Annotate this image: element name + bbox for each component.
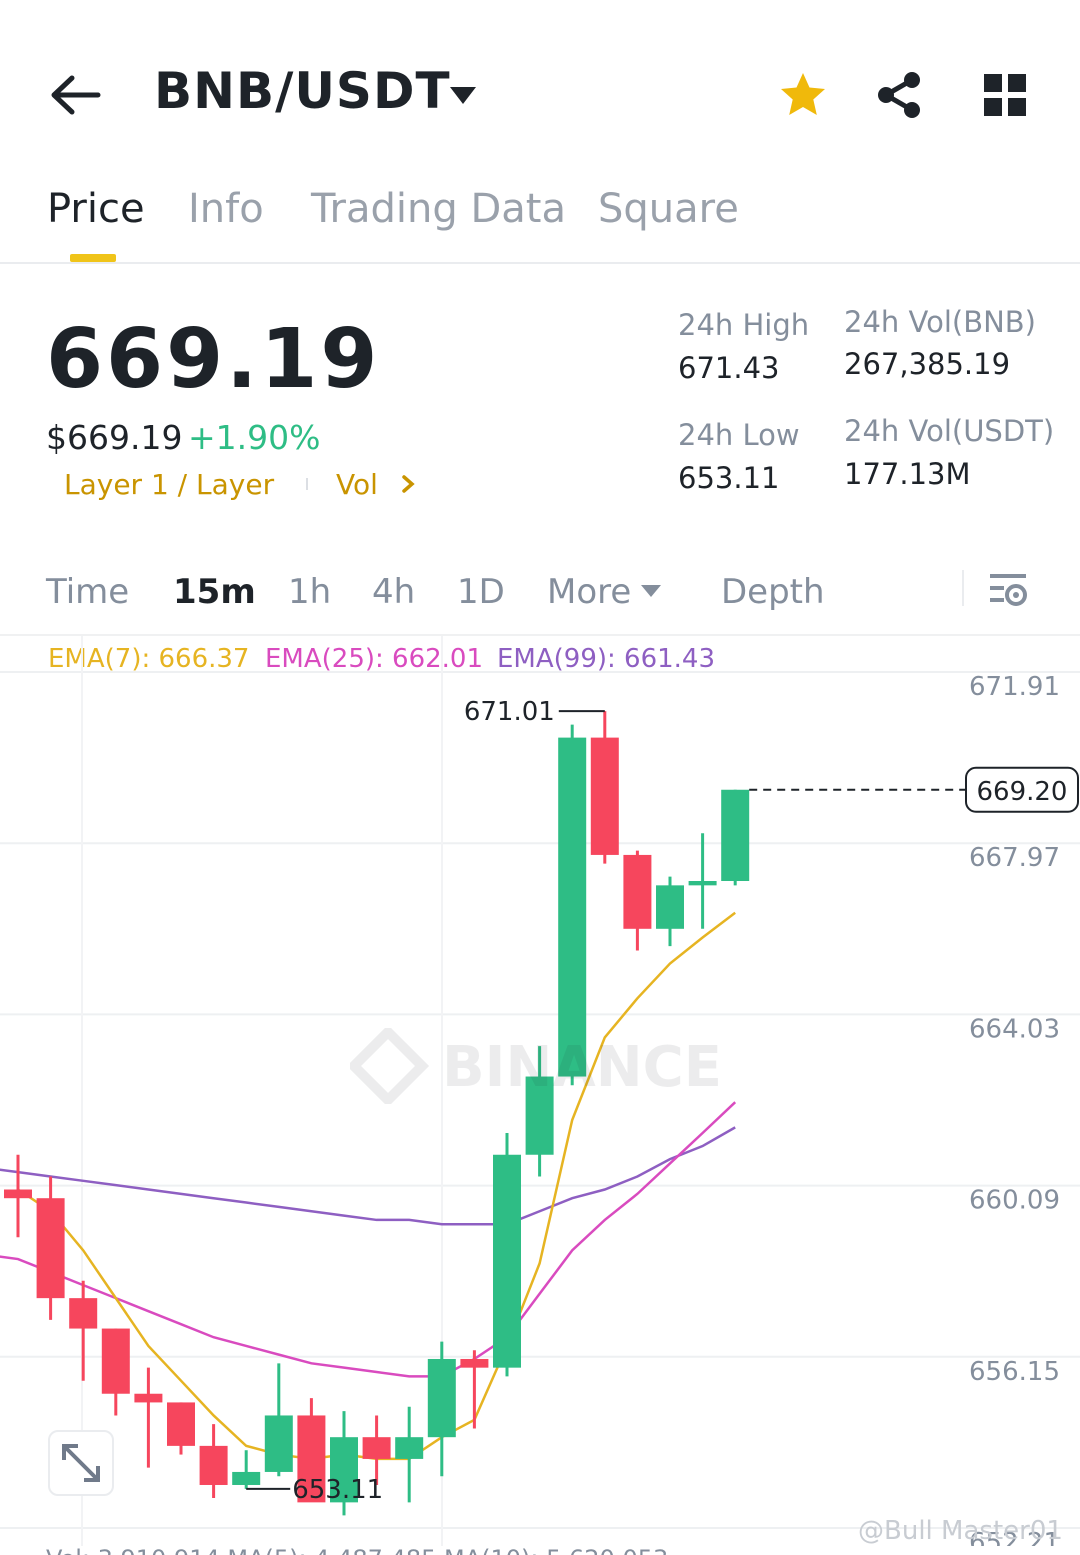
current-price-badge <box>965 766 1079 813</box>
active-tab-indicator <box>70 254 116 262</box>
candle-body <box>721 789 750 882</box>
candle-body <box>656 885 684 929</box>
header: BNB/USDT <box>0 0 1080 170</box>
ema25-label: EMA(25): 662.01 <box>265 644 484 674</box>
candle-body <box>36 1198 65 1299</box>
candle-body <box>525 1076 554 1155</box>
expand-icon <box>62 1444 100 1482</box>
y-tick-label: 664.03 <box>969 1014 1060 1044</box>
interval-4h[interactable]: 4h <box>372 572 416 612</box>
vol-bnb-value: 267,385.19 <box>844 347 1011 381</box>
low-value: 653.11 <box>678 461 780 495</box>
vol-usdt-label: 24h Vol(USDT) <box>844 414 1055 448</box>
interval-1h[interactable]: 1h <box>288 572 332 612</box>
candle-body <box>623 854 652 929</box>
tab-bar: Price Info Trading Data Square <box>0 170 1080 264</box>
fullscreen-button[interactable] <box>48 1430 114 1496</box>
category-tag[interactable]: Layer 1 / Layer <box>64 468 275 501</box>
volume-ma-strip: Vol: 3,910.914 MA(5): 4,487.485 MA(10): … <box>46 1545 668 1555</box>
tab-trading-data[interactable]: Trading Data <box>311 186 566 232</box>
grid-icon[interactable] <box>984 74 1026 116</box>
candle-body <box>558 737 587 1077</box>
candle-body <box>167 1402 195 1446</box>
last-price: 669.19 <box>46 312 381 407</box>
high-label: 24h High <box>678 308 810 342</box>
ema99-label: EMA(99): 661.43 <box>497 644 716 674</box>
candle-body <box>297 1415 326 1503</box>
share-icon[interactable] <box>874 70 924 120</box>
y-tick-label: 671.91 <box>969 672 1060 702</box>
tab-info[interactable]: Info <box>188 186 264 232</box>
chart-settings-icon[interactable] <box>988 570 1028 610</box>
candle-body <box>69 1298 98 1329</box>
y-tick-label: 660.09 <box>969 1186 1060 1216</box>
interval-bar: Time 15m 1h 4h 1D More Depth <box>0 548 1080 636</box>
tag-divider <box>306 478 308 490</box>
candle-body <box>134 1393 163 1403</box>
candle-body <box>590 737 619 855</box>
user-watermark: @Bull Master01 <box>858 1516 1063 1546</box>
candle-body <box>232 1471 261 1485</box>
high-marker-label: 671.01 <box>464 697 555 727</box>
interval-1d[interactable]: 1D <box>457 572 505 612</box>
vol-usdt-value: 177.13M <box>844 457 971 491</box>
y-tick-label: 652.21 <box>969 1528 1060 1546</box>
candle-body <box>460 1358 489 1368</box>
interval-time[interactable]: Time <box>46 572 130 612</box>
low-label: 24h Low <box>678 418 800 452</box>
back-arrow-icon[interactable] <box>50 72 102 118</box>
current-price-label: 669.20 <box>977 777 1068 807</box>
candle-body <box>199 1445 228 1485</box>
candle-body <box>395 1437 424 1459</box>
candle-body <box>362 1437 391 1459</box>
price-change-percent: +1.90% <box>188 418 321 457</box>
candle-body <box>4 1189 32 1199</box>
caret-down-icon[interactable] <box>640 584 662 598</box>
y-tick-label: 667.97 <box>969 843 1060 873</box>
candle-body <box>330 1437 358 1503</box>
high-value: 671.43 <box>678 351 780 385</box>
star-icon[interactable] <box>778 70 828 120</box>
tab-price[interactable]: Price <box>47 186 145 232</box>
candle-body <box>264 1415 293 1472</box>
binance-watermark: BINANCE <box>350 1028 722 1104</box>
tab-square[interactable]: Square <box>598 186 739 232</box>
candlestick-chart[interactable]: 671.91 667.97 664.03 660.09 656.15 652.21 671.… <box>0 636 1080 1546</box>
pair-title[interactable]: BNB/USDT <box>154 62 451 120</box>
caret-down-icon[interactable] <box>448 84 478 106</box>
usd-price: $669.19 <box>46 418 183 457</box>
ema25-line <box>0 1101 737 1378</box>
ema99-line <box>0 1126 736 1226</box>
interval-divider <box>962 570 964 606</box>
candle-body <box>427 1358 456 1438</box>
vol-bnb-label: 24h Vol(BNB) <box>844 305 1036 339</box>
low-marker-label: 653.11 <box>292 1475 383 1505</box>
candle-body <box>688 881 717 886</box>
candle-body <box>493 1154 521 1368</box>
y-tick-label: 656.15 <box>969 1357 1060 1387</box>
vol-link[interactable]: Vol <box>336 468 378 501</box>
interval-depth[interactable]: Depth <box>721 572 825 612</box>
candle-body <box>101 1328 130 1394</box>
watermark-brand: BINANCE <box>442 1035 722 1100</box>
interval-more[interactable]: More <box>547 572 632 612</box>
chevron-right-icon[interactable] <box>400 474 416 494</box>
interval-15m[interactable]: 15m <box>173 572 256 612</box>
